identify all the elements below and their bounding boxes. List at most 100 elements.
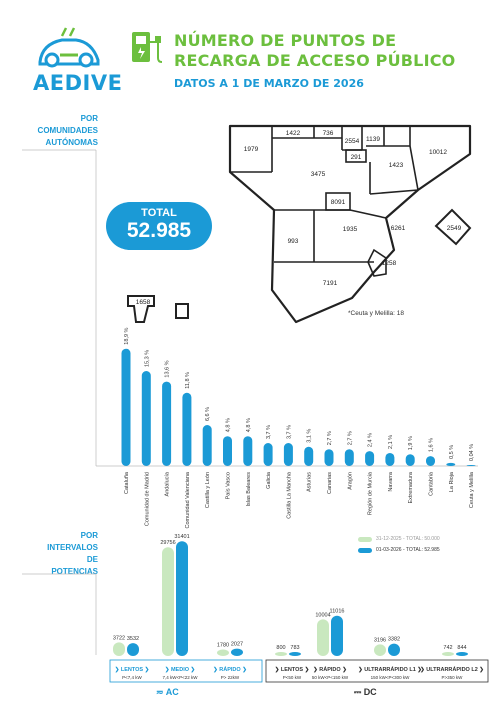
power-bar-current (456, 652, 468, 656)
ccaa-value-label: 15,3 % (144, 350, 150, 367)
ccaa-category-label: Islas Baleares (246, 472, 252, 507)
power-category-label: ❯ ULTRARRÁPIDO L2 ❯ (420, 666, 484, 673)
total-value: 52.985 (126, 219, 192, 242)
ccaa-bar (141, 371, 151, 466)
ccaa-category-label: Asturias (307, 472, 313, 492)
dc-axis-box (265, 659, 489, 683)
power-category-range: 50 kW<P<150 kW (312, 675, 349, 680)
power-bar-current (231, 648, 243, 656)
power-bar-previous (162, 547, 174, 656)
section-label-ccaa: POR COMUNIDADES AUTÓNOMAS (37, 114, 98, 147)
map-label-cantabria: 736 (323, 130, 334, 137)
ccaa-value-label: 3,7 % (266, 425, 272, 439)
map-baleares (434, 208, 472, 246)
map-label-galicia: 1979 (244, 146, 259, 153)
power-value-label: 11016 (330, 609, 345, 615)
map-label-andalucia: 7191 (323, 280, 338, 287)
ccaa-category-label: Castilla La Mancha (286, 471, 292, 519)
power-bar-current (127, 643, 139, 656)
power-bar-current (331, 615, 343, 656)
power-category-label: ❯ LENTOS ❯ (275, 666, 310, 673)
power-legend: 31-12-2025 - TOTAL: 50.000 01-03-2026 - … (358, 536, 440, 558)
ccaa-bar (202, 425, 212, 466)
map-label-extremadura: 993 (288, 238, 299, 245)
section-label-power: POR INTERVALOS DE POTENCIAS (47, 531, 98, 576)
map-label-castillaleon: 3475 (311, 171, 326, 178)
title-line-1: NÚMERO DE PUNTOS DE (174, 31, 397, 50)
power-value-label: 2027 (231, 642, 243, 648)
ccaa-bar (466, 465, 476, 466)
map-label-valencia: 6261 (391, 225, 406, 232)
title-line-2: RECARGA DE ACCESO PÚBLICO (174, 51, 456, 70)
ccaa-bar (223, 436, 232, 466)
power-value-label: 10004 (315, 612, 330, 618)
map-label-larioja: 291 (351, 154, 362, 161)
map-label-canarias: 1658 (136, 299, 151, 306)
power-bar-current (289, 652, 301, 656)
ccaa-category-label: Castilla y León (205, 472, 211, 508)
page-title: NÚMERO DE PUNTOS DE RECARGA DE ACCESO PÚ… (174, 31, 455, 71)
dc-group-label: ⎓ DC (354, 687, 377, 697)
ccaa-bar (365, 451, 375, 466)
map-label-castillalamancha: 1935 (343, 226, 358, 233)
ccaa-value-label: 0,5 % (449, 445, 455, 459)
power-category-range: 150 kW<P<300 kW (371, 675, 411, 680)
ccaa-category-label: Galicia (266, 471, 272, 489)
power-bar-current (388, 643, 400, 656)
power-bar-previous (317, 619, 329, 656)
power-value-label: 3722 (113, 635, 125, 641)
ccaa-bar (162, 381, 172, 466)
map-label-paisvasco: 2554 (345, 138, 360, 145)
ccaa-value-label: 3,7 % (286, 425, 292, 439)
legend-swatch-current (358, 547, 372, 553)
ccaa-bar (446, 462, 456, 466)
ccaa-value-label: 4,8 % (226, 418, 232, 432)
ceuta-note: *Ceuta y Melilla: 18 (348, 310, 404, 317)
map-label-baleares: 2549 (447, 225, 462, 232)
ccaa-category-label: Canarias (327, 472, 333, 494)
ccaa-category-label: La Rioja (449, 471, 455, 492)
logo-text: AEDIVE (33, 71, 123, 95)
legend-label-current: 01-03-2026 - TOTAL: 52.985 (376, 547, 440, 553)
power-value-label: 742 (443, 645, 452, 651)
ccaa-value-label: 1,6 % (429, 438, 435, 452)
ac-group-label: ≂ AC (156, 687, 179, 697)
ccaa-value-label: 3,1 % (307, 429, 313, 443)
legend-item-current: 01-03-2026 - TOTAL: 52.985 (358, 547, 440, 553)
power-value-label: 29756 (160, 540, 175, 546)
page-subtitle: DATOS A 1 DE MARZO DE 2026 (174, 77, 364, 90)
map-label-asturias: 1422 (286, 130, 301, 137)
ccaa-value-label: 1,9 % (408, 436, 414, 450)
ccaa-category-label: Cataluña (124, 471, 130, 494)
power-bar-current (176, 541, 188, 656)
map-label-navarra: 1139 (366, 136, 380, 143)
power-value-label: 3196 (374, 637, 386, 643)
power-value-label: 3382 (388, 637, 400, 643)
power-category-label: ❯ MEDIO ❯ (165, 666, 196, 673)
total-badge: TOTAL 52.985 (106, 202, 212, 250)
ccaa-category-label: Comunidad de Madrid (144, 472, 150, 526)
ccaa-category-label: Aragón (347, 472, 353, 490)
ccaa-category-label: Ceuta y Melilla (469, 471, 475, 508)
power-value-label: 31401 (174, 534, 189, 540)
power-value-label: 844 (457, 645, 466, 651)
total-label: TOTAL (141, 207, 177, 219)
ac-axis-box (109, 659, 263, 683)
legend-item-previous: 31-12-2025 - TOTAL: 50.000 (358, 536, 440, 542)
map-label-murcia: 1258 (382, 260, 397, 267)
ccaa-value-label: 11,8 % (185, 372, 191, 389)
power-category-range: P<7,4 kW (122, 675, 142, 680)
map-label-madrid: 8091 (331, 199, 346, 206)
map-canarias-2 (175, 303, 189, 319)
ccaa-value-label: 13,6 % (165, 360, 171, 377)
ccaa-value-label: 4,8 % (246, 418, 252, 432)
map-label-aragon: 1423 (389, 162, 404, 169)
ccaa-bar (243, 436, 253, 466)
power-bar-previous (275, 652, 287, 656)
ccaa-bar (324, 449, 334, 466)
power-value-label: 1780 (217, 642, 229, 648)
power-category-label: ❯ ULTRARRÁPIDO L1 ❯ (358, 666, 422, 673)
power-category-label: ❯ RÁPIDO ❯ (313, 666, 347, 673)
